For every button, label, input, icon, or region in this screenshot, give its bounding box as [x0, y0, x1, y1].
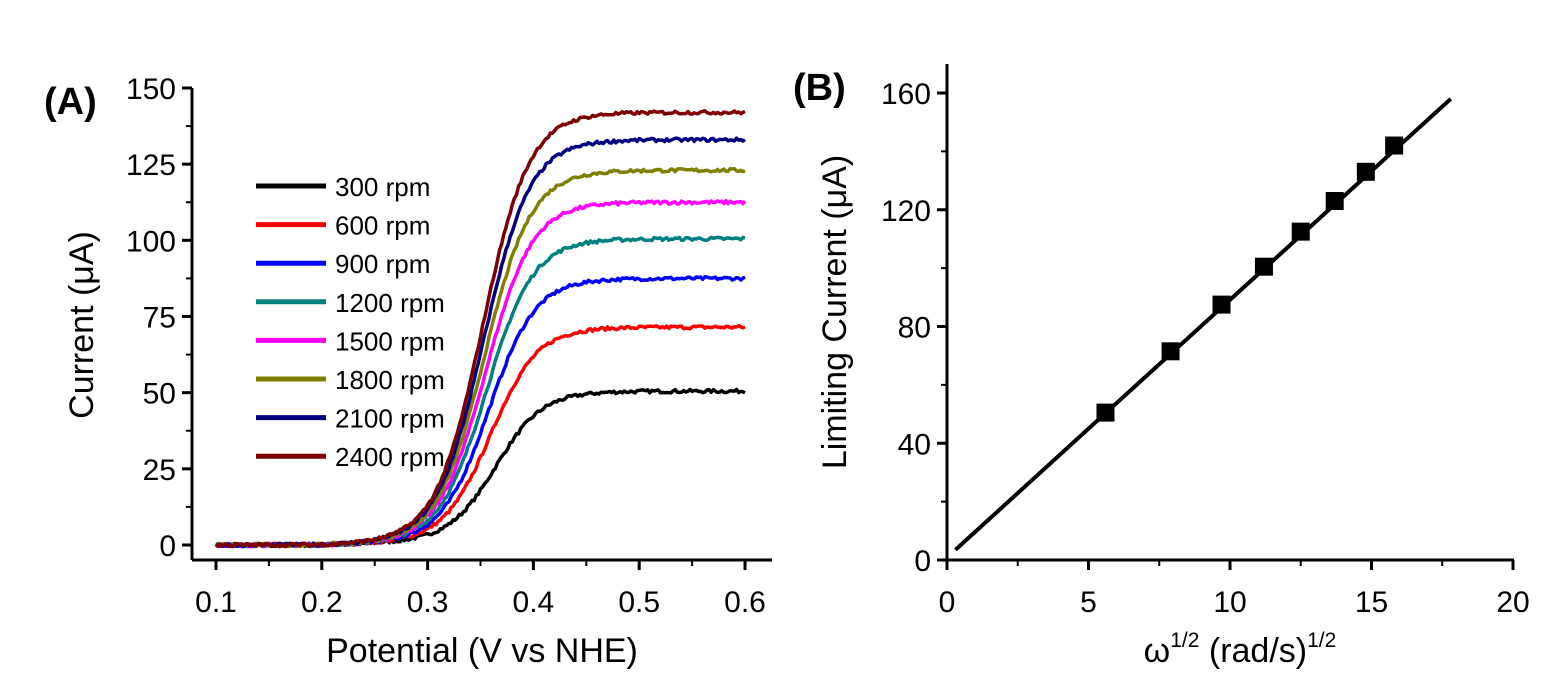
panel-a-series-group [214, 109, 747, 549]
panel-a-ticks: 0.1 0.2 0.3 0.4 0.5 0.6 0 25 50 75 100 125 150 [126, 73, 766, 619]
legend-label: 2400 rpm [335, 442, 445, 472]
data-point-marker [1254, 257, 1273, 276]
legend-label: 1800 rpm [335, 365, 445, 395]
panel-a-y-tick-label: 50 [143, 378, 176, 411]
panel-b-y-tick-label: 120 [881, 195, 931, 228]
data-point-marker [1356, 162, 1375, 181]
legend-label: 600 rpm [335, 211, 430, 241]
series-line-2400-rpm [214, 109, 746, 549]
panel-b-x-axis-title: ω1/2 (rad/s)1/2 [1144, 629, 1337, 670]
panel-a-y-tick-label: 125 [126, 149, 176, 182]
panel-b-x-tick-label: 0 [939, 586, 956, 619]
data-point-marker [1385, 136, 1404, 155]
omega-exponent: 1/2 [1170, 629, 1199, 652]
panel-b-y-tick-label: 0 [914, 545, 931, 578]
panel-a-label: (A) [44, 81, 97, 123]
panel-a-y-tick-label: 100 [126, 225, 176, 258]
panel-a-x-tick-label: 0.4 [513, 586, 555, 619]
panel-b-x-tick-label: 20 [1496, 586, 1529, 619]
panel-a-y-tick-label: 25 [143, 454, 176, 487]
panel-b-y-tick-label: 80 [898, 312, 931, 345]
data-point-marker [1291, 222, 1310, 241]
data-point-marker [1325, 191, 1344, 210]
legend-label: 1200 rpm [335, 288, 445, 318]
panel-a: (A) 0.1 0.2 0.3 0.4 0.5 0.6 0 25 50 75 100 125 150 3… [44, 73, 772, 670]
panel-b-y-axis-title: Limiting Current (μA) [816, 155, 854, 469]
omega-symbol: ω [1144, 632, 1171, 670]
fit-line [954, 97, 1453, 552]
legend-label: 1500 rpm [335, 326, 445, 356]
panel-b-y-tick-label: 160 [881, 78, 931, 111]
panel-a-x-tick-label: 0.1 [195, 586, 237, 619]
legend-label: 900 rpm [335, 249, 430, 279]
panel-b-y-tick-label: 40 [898, 428, 931, 461]
legend-label: 2100 rpm [335, 404, 445, 434]
legend-label: 300 rpm [335, 172, 430, 202]
panel-a-x-tick-label: 0.3 [407, 586, 449, 619]
panel-a-y-axis-title: Current (μA) [63, 231, 101, 419]
data-point-marker [1212, 295, 1231, 314]
panel-b-x-tick-label: 15 [1355, 586, 1388, 619]
panel-b-x-tick-label: 5 [1080, 586, 1097, 619]
panel-b-points-group [1096, 136, 1404, 422]
panel-a-y-tick-label: 0 [159, 530, 176, 563]
panel-a-x-tick-label: 0.6 [724, 586, 766, 619]
panel-b-ticks: 0 5 10 15 20 0 40 80 120 160 [881, 78, 1530, 619]
data-point-marker [1096, 403, 1115, 422]
panel-a-y-tick-label: 75 [143, 302, 176, 335]
panel-b-label: (B) [793, 67, 846, 109]
unit-exponent: 1/2 [1307, 629, 1336, 652]
panel-a-x-axis-title: Potential (V vs NHE) [326, 632, 638, 670]
panel-a-legend: 300 rpm 600 rpm 900 rpm 1200 rpm 1500 rpm 180… [256, 172, 445, 472]
x-unit-text: (rad/s) [1199, 632, 1307, 670]
panel-a-x-tick-label: 0.2 [301, 586, 343, 619]
panel-b-x-tick-label: 10 [1213, 586, 1246, 619]
panel-a-x-tick-label: 0.5 [618, 586, 660, 619]
panel-b-fit-group [954, 97, 1453, 552]
data-point-marker [1161, 342, 1180, 361]
panel-a-y-tick-label: 150 [126, 73, 176, 106]
